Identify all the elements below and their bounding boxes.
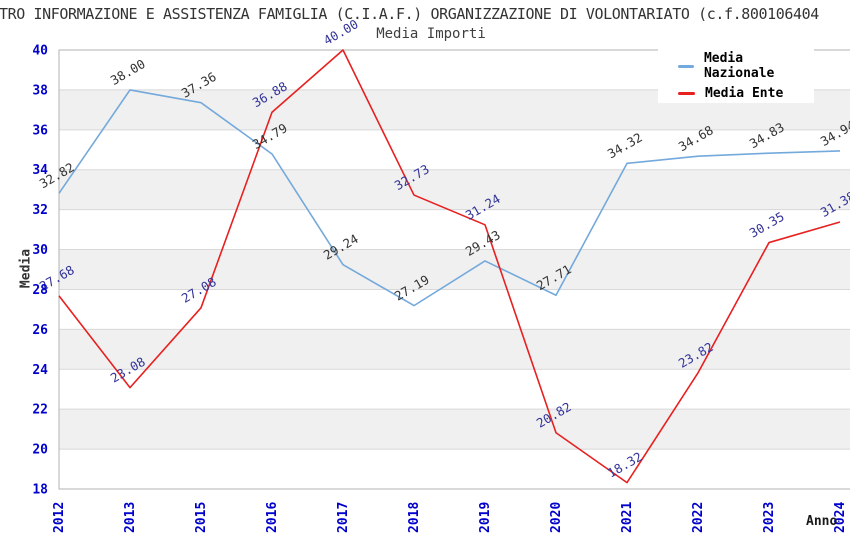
legend-line-icon-ente [678, 92, 695, 95]
y-tick-label: 26 [32, 323, 48, 338]
y-tick-label: 38 [32, 83, 48, 98]
chart-title: TRO INFORMAZIONE E ASSISTENZA FAMIGLIA (… [0, 5, 819, 23]
x-tick-label: 2019 [478, 502, 493, 533]
plot-border [58, 49, 850, 490]
y-tick-label: 28 [32, 283, 48, 298]
x-tick-label: 2021 [620, 502, 635, 533]
y-tick-label: 34 [32, 163, 48, 178]
x-axis-title: Anno [806, 514, 838, 529]
x-tick-label: 2018 [407, 502, 422, 533]
x-tick-label: 2023 [762, 502, 777, 533]
legend-label-ente: Media Ente [705, 86, 784, 101]
x-tick-label: 2013 [123, 502, 138, 533]
legend-item-media-nazionale: Media Nazionale [658, 51, 814, 81]
legend-line-icon-nazionale [678, 64, 694, 68]
plot-band [59, 329, 850, 370]
chart-subtitle: Media Importi [376, 26, 486, 42]
data-label-ente: 30.35 [747, 209, 787, 241]
y-tick-label: 22 [32, 403, 48, 418]
legend-label-nazionale: Media Nazionale [703, 51, 775, 81]
data-label-nazionale: 38.00 [108, 56, 148, 88]
legend-item-media-ente: Media Ente [658, 86, 814, 101]
plot-band [59, 169, 850, 210]
y-tick-label: 30 [32, 243, 48, 258]
legend: Media Nazionale Media Ente [658, 49, 814, 103]
series-line-nazionale [58, 89, 841, 307]
series-line-ente [58, 49, 841, 484]
plot-band [59, 409, 850, 450]
y-tick-label: 20 [32, 443, 48, 458]
x-tick-label: 2020 [549, 502, 564, 533]
y-tick-label: 18 [32, 483, 48, 498]
y-tick-label: 36 [32, 123, 48, 138]
x-tick-label: 2015 [194, 502, 209, 533]
x-tick-label: 2012 [52, 502, 67, 533]
y-tick-label: 32 [32, 203, 48, 218]
x-tick-label: 2017 [336, 502, 351, 533]
y-tick-label: 24 [32, 363, 48, 378]
y-axis-title: Media [18, 248, 34, 289]
x-tick-label: 2016 [265, 502, 280, 533]
data-label-nazionale: 34.32 [605, 130, 645, 162]
y-tick-label: 40 [32, 44, 48, 59]
plot-band [59, 249, 850, 290]
data-label-ente: 40.00 [321, 16, 361, 48]
x-tick-label: 2024 [833, 502, 848, 533]
x-tick-label: 2022 [691, 502, 706, 533]
data-label-ente: 18.32 [605, 449, 645, 481]
